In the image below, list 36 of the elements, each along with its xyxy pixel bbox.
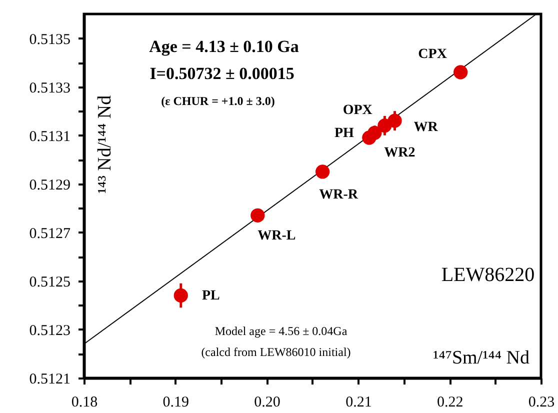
point — [453, 65, 468, 80]
x-tick-label: 0.23 — [528, 394, 555, 410]
x-axis-title: ¹⁴⁷Sm/¹⁴⁴ Nd — [433, 348, 530, 368]
y-tick-label: 0.5125 — [29, 274, 70, 290]
y-axis-title: ¹⁴³ Nd/¹⁴⁴ Nd — [94, 94, 116, 194]
annotation: Age = 4.13 ± 0.10 Ga — [149, 37, 300, 56]
y-tick-label: 0.5133 — [29, 80, 70, 96]
point — [315, 164, 330, 179]
x-tick-label: 0.22 — [436, 394, 464, 410]
point — [388, 114, 402, 128]
y-tick-label: 0.5123 — [29, 322, 70, 339]
annotation: LEW86220 — [441, 264, 535, 286]
annotation: I=0.50732 ± 0.00015 — [150, 64, 294, 83]
x-tick-label: 0.19 — [162, 394, 190, 410]
annotation: WR-R — [319, 188, 359, 203]
annotation: PL — [202, 288, 220, 304]
y-tick-label: 0.5135 — [29, 32, 70, 48]
y-tick-label: 0.5129 — [29, 177, 70, 194]
x-tick-label: 0.21 — [346, 394, 372, 410]
annotation: WR2 — [384, 146, 416, 161]
annotation: WR-L — [258, 228, 296, 244]
y-tick-label: 0.5121 — [29, 372, 70, 388]
annotation: (ε CHUR = +1.0 ± 3.0) — [161, 94, 275, 108]
point — [174, 288, 188, 303]
annotation: WR — [414, 120, 439, 135]
y-tick-label: 0.5127 — [29, 226, 71, 242]
y-tick-label: 0.5131 — [29, 128, 70, 145]
point — [368, 126, 382, 140]
annotation: Model age = 4.56 ± 0.04Ga — [214, 324, 348, 338]
annotation: CPX — [418, 47, 447, 62]
annotation: PH — [334, 126, 354, 141]
x-tick-label: 0.18 — [71, 394, 98, 410]
point — [250, 208, 265, 222]
annotation: OPX — [342, 102, 372, 118]
x-tick-label: 0.20 — [254, 394, 280, 410]
annotation: (calcd from LEW86010 initial) — [201, 345, 351, 359]
